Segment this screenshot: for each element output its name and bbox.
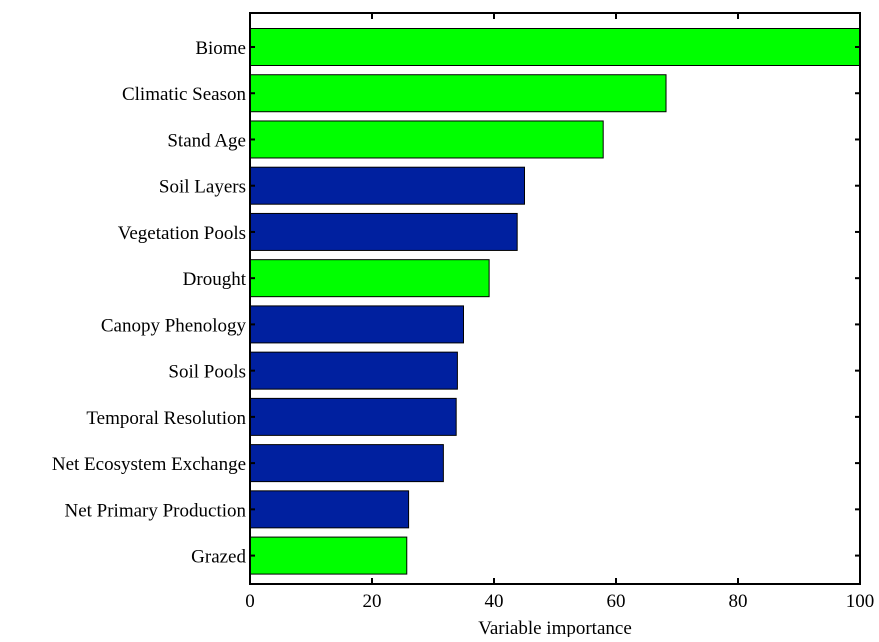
category-label: Grazed <box>191 547 246 568</box>
category-label: Climatic Season <box>122 84 247 105</box>
category-label: Soil Layers <box>159 177 246 198</box>
x-tick-labels: 0 20 40 60 80 100 <box>245 591 874 612</box>
plot-frame <box>249 12 861 585</box>
x-axis-label: Variable importance <box>478 618 632 637</box>
x-tick-label: 0 <box>245 591 255 612</box>
bar-biome <box>249 28 861 66</box>
bar-stand-age <box>249 120 604 159</box>
category-label: Biome <box>195 38 246 59</box>
x-tick-label: 60 <box>607 591 626 612</box>
bar-net-ecosystem-exchange <box>249 444 444 483</box>
x-tick-label: 80 <box>729 591 748 612</box>
bar-soil-pools <box>249 351 458 390</box>
bar-drought <box>249 259 490 298</box>
bar-temporal-resolution <box>249 397 457 436</box>
category-label: Temporal Resolution <box>86 408 246 429</box>
bar-net-primary-production <box>249 490 410 529</box>
bar-canopy-phenology <box>249 305 464 344</box>
category-label: Stand Age <box>167 130 246 151</box>
x-tick-label: 100 <box>846 591 875 612</box>
category-label: Net Ecosystem Exchange <box>52 454 246 475</box>
category-label: Net Primary Production <box>64 500 246 521</box>
bars-layer <box>249 28 861 575</box>
category-label: Canopy Phenology <box>101 315 247 336</box>
bar-soil-layers <box>249 166 525 205</box>
category-label: Soil Pools <box>168 362 246 383</box>
x-tick-label: 20 <box>363 591 382 612</box>
bar-climatic-season <box>249 74 667 113</box>
category-label: Drought <box>183 269 247 290</box>
category-labels: Biome Climatic Season Stand Age Soil Layers… <box>52 38 247 568</box>
bar-vegetation-pools <box>249 212 518 251</box>
category-label: Vegetation Pools <box>118 223 246 244</box>
bar-grazed <box>249 536 408 575</box>
x-tick-label: 40 <box>485 591 504 612</box>
